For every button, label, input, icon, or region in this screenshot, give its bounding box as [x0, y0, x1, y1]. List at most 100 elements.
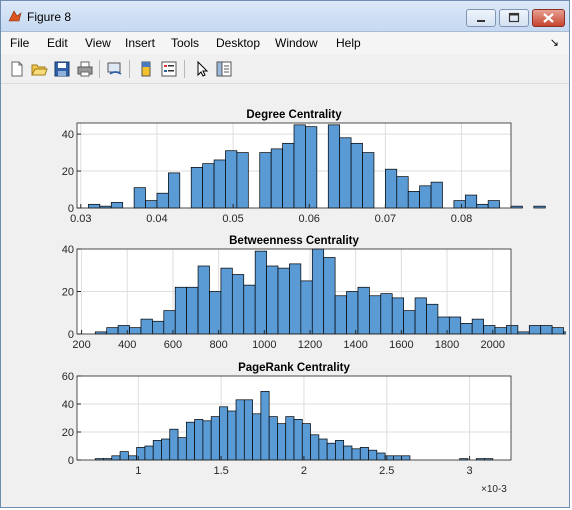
histogram-bar — [460, 323, 473, 335]
histogram-0: 0.03 0.04 0.05 0.06 0.07 0.08 0 20 40 Degree Cent… — [62, 109, 546, 225]
menu-window[interactable]: Window — [275, 36, 318, 50]
matlab-icon — [8, 10, 22, 22]
menu-view[interactable]: View — [85, 36, 111, 50]
toolbar-separator — [184, 60, 185, 78]
x-tick-label: 0.03 — [70, 213, 91, 225]
histogram-bar — [517, 331, 530, 335]
x-tick-label: 800 — [209, 339, 227, 351]
minimize-button[interactable] — [466, 9, 496, 27]
histogram-bar — [414, 297, 427, 335]
x-tick-label: 0.05 — [222, 213, 243, 225]
menu-help[interactable]: Help — [336, 36, 361, 50]
save-icon[interactable] — [53, 60, 71, 78]
histogram-bar — [268, 416, 278, 461]
legend-icon[interactable] — [160, 60, 178, 78]
figure-canvas: 0.03 0.04 0.05 0.06 0.07 0.08 0 20 40 Degree Cent… — [4, 84, 572, 505]
x-tick-label: 1600 — [389, 339, 413, 351]
histogram-bar — [152, 440, 162, 461]
histogram-bar — [169, 428, 179, 461]
histogram-bar — [110, 202, 124, 209]
histogram-bar — [326, 442, 336, 461]
menu-desktop[interactable]: Desktop — [216, 36, 261, 50]
histogram-bar — [335, 440, 345, 461]
histogram-bar — [133, 187, 146, 209]
histogram-bar — [117, 325, 130, 335]
histogram-bar — [168, 172, 181, 209]
link-icon[interactable] — [106, 60, 124, 78]
y-tick-label: 0 — [68, 329, 74, 341]
histogram-bar — [197, 265, 210, 335]
histogram-bar — [202, 163, 215, 209]
histogram-bar — [231, 274, 245, 335]
histogram-bar — [285, 416, 295, 461]
histogram-bar — [551, 327, 564, 335]
y-tick-label: 20 — [62, 427, 74, 439]
x-tick-label: 1000 — [252, 339, 276, 351]
new-figure-icon[interactable] — [8, 60, 26, 78]
histogram-bar — [380, 293, 393, 335]
histogram-bar — [219, 406, 229, 461]
axes-box — [76, 122, 512, 209]
close-button[interactable] — [532, 9, 565, 27]
histogram-1: 200 400 600 800 1000 1200 1400 1600 1800 2000 0 20 4… — [62, 235, 572, 351]
chart-title: PageRank Centrality — [238, 362, 350, 374]
histogram-bar — [186, 286, 199, 335]
y-tick-label: 20 — [62, 287, 74, 299]
histogram-bar — [209, 291, 222, 335]
title-bar[interactable]: Figure 8 — [1, 1, 569, 32]
maximize-button[interactable] — [499, 9, 529, 27]
histogram-bar — [343, 445, 353, 461]
histogram-bar — [310, 434, 320, 461]
histogram-bar — [393, 455, 403, 461]
y-tick-label: 40 — [62, 129, 74, 141]
histogram-bar — [487, 200, 500, 209]
histogram-bar — [563, 331, 572, 335]
histogram-bar — [494, 327, 507, 335]
histogram-bar — [243, 399, 253, 461]
histogram-bar — [533, 205, 546, 209]
histogram-bar — [144, 445, 154, 461]
histogram-bar — [506, 325, 519, 335]
maximize-icon — [508, 12, 520, 23]
y-tick-label: 0 — [68, 455, 74, 467]
menu-insert[interactable]: Insert — [125, 36, 156, 50]
histogram-bar — [403, 310, 416, 335]
histogram-bar — [540, 325, 553, 335]
histogram-bar — [362, 152, 375, 209]
open-file-icon[interactable] — [30, 60, 48, 78]
dock-arrow-icon[interactable]: ↘ — [549, 37, 559, 49]
menu-edit[interactable]: Edit — [47, 36, 68, 50]
histogram-bar — [243, 284, 256, 335]
histogram-bar — [194, 419, 204, 461]
x-tick-label: 1200 — [298, 339, 322, 351]
menu-tools[interactable]: Tools — [171, 36, 200, 50]
histogram-bar — [260, 391, 270, 461]
x-tick-label: 0.08 — [451, 213, 472, 225]
property-inspector-icon[interactable] — [215, 60, 233, 78]
histogram-bar — [401, 455, 411, 461]
histogram-bar — [301, 423, 311, 461]
x-tick-label: 0.04 — [146, 213, 167, 225]
chart-title: Degree Centrality — [246, 109, 342, 121]
histogram-bar — [528, 325, 542, 335]
histogram-bar — [259, 152, 272, 209]
cursor-icon[interactable] — [193, 60, 211, 78]
x-tick-label: 2 — [301, 465, 307, 477]
x-tick-label: 3 — [467, 465, 473, 477]
menu-file[interactable]: File — [10, 36, 30, 50]
print-icon[interactable] — [76, 60, 94, 78]
histogram-bar — [277, 267, 290, 335]
histogram-bar — [174, 286, 187, 335]
x-tick-label: 1800 — [435, 339, 459, 351]
histogram-bar — [156, 192, 169, 209]
histogram-bar — [318, 438, 328, 461]
histogram-bar — [106, 327, 119, 335]
axes-box — [76, 375, 512, 461]
histogram-bar — [202, 420, 212, 461]
y-tick-label: 40 — [62, 244, 74, 256]
colorbar-icon[interactable] — [137, 60, 155, 78]
histogram-bar — [453, 200, 466, 209]
histogram-bar — [471, 318, 484, 335]
